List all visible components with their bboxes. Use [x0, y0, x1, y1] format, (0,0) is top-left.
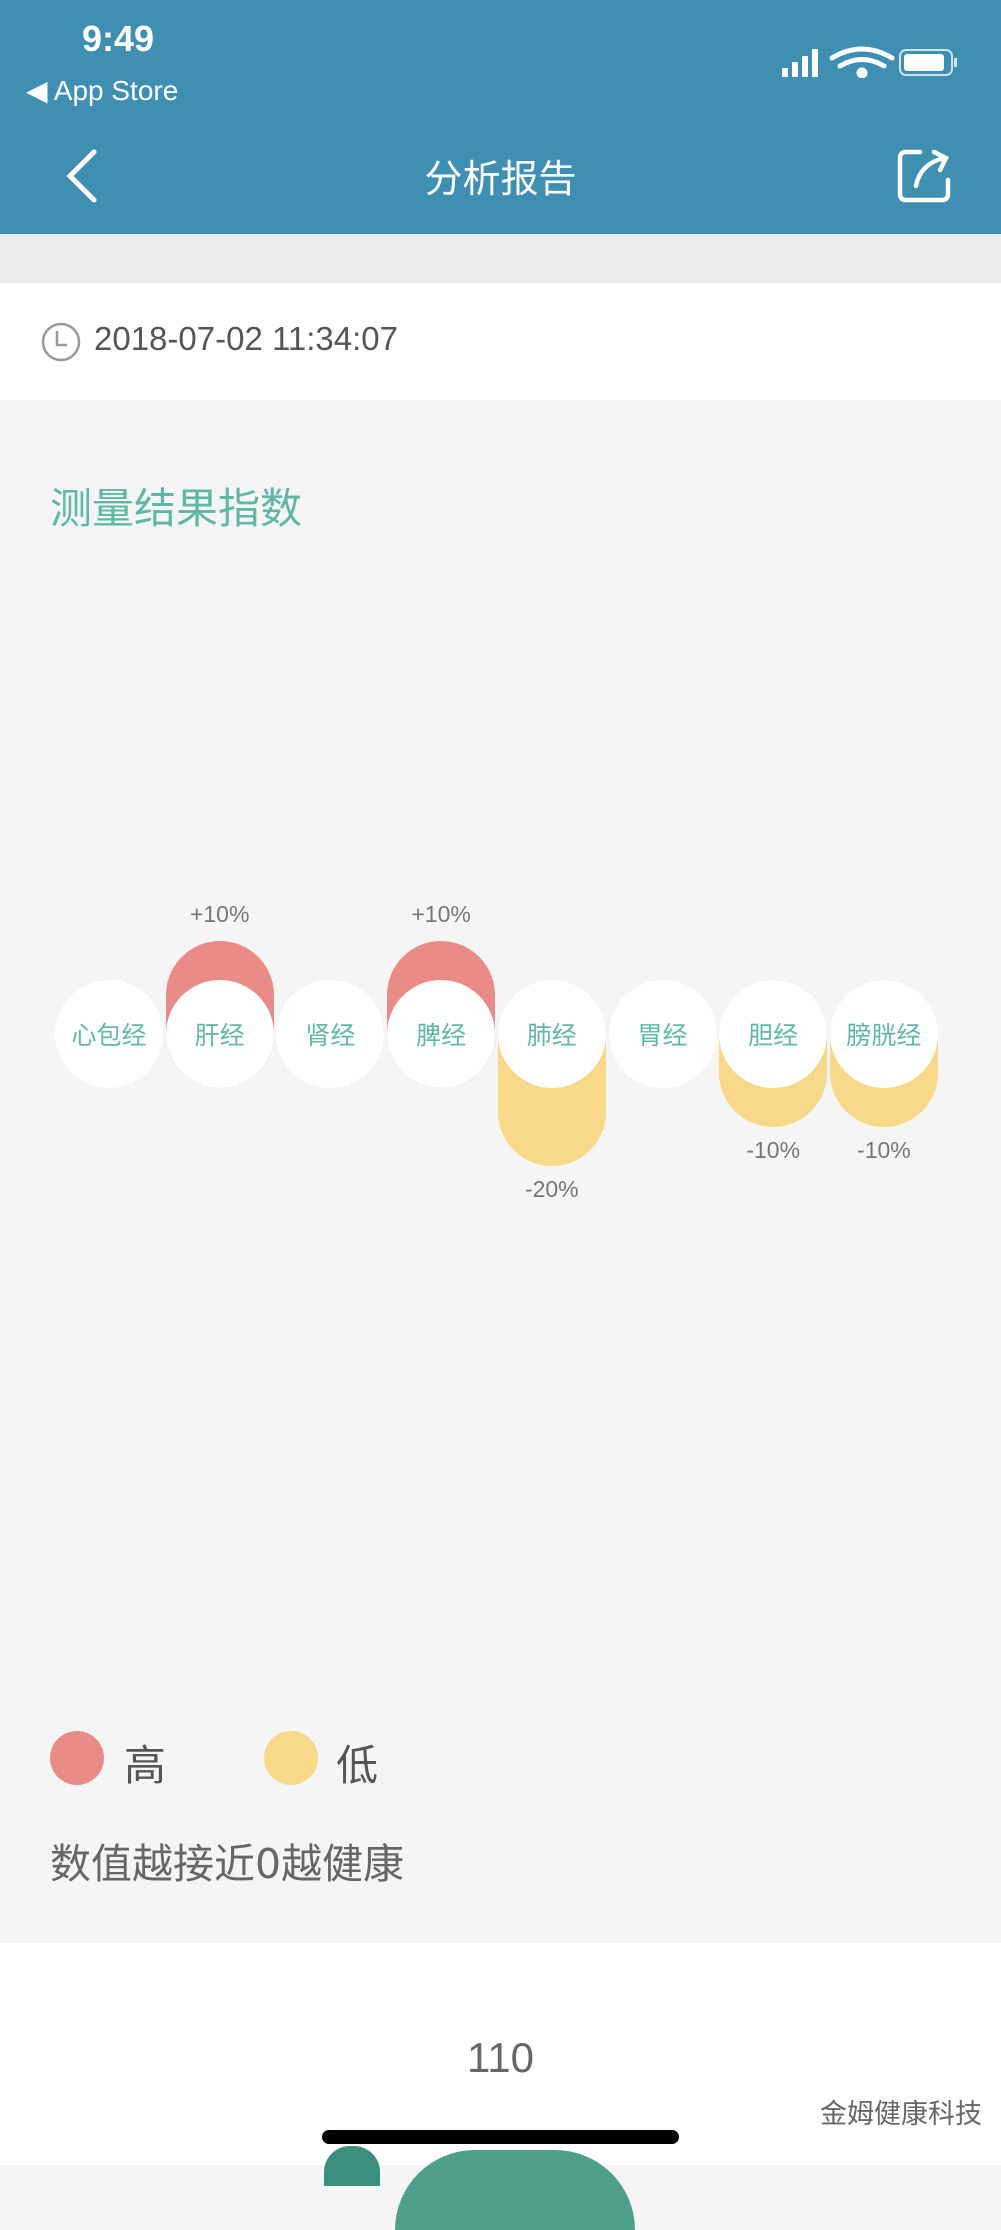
legend-label-low: 低	[336, 1741, 379, 1790]
section-title: 测量结果指数	[50, 484, 303, 533]
meridian-bubble: 肾经	[276, 980, 385, 1088]
back-app-label: App Store	[53, 75, 179, 106]
header-bar: 9:49 ◀ App Store 分析报告	[0, 0, 1001, 234]
date-row	[0, 283, 1001, 400]
legend-dot-low	[264, 1731, 318, 1785]
meridian-bubble: 肺经	[497, 980, 606, 1088]
battery-icon	[899, 49, 957, 76]
divider-band	[0, 234, 1001, 283]
home-indicator[interactable]	[322, 2130, 679, 2144]
share-icon[interactable]	[894, 146, 956, 206]
meridian-bubble: 胃经	[608, 980, 717, 1088]
status-time: 9:49	[82, 18, 155, 59]
back-to-app-store[interactable]: ◀ App Store	[26, 75, 179, 106]
meridian-bubble: 胆经	[719, 980, 828, 1088]
legend-dot-high	[50, 1731, 104, 1785]
data-label: +10%	[411, 901, 471, 927]
mascot-image	[324, 2146, 380, 2186]
status-icons	[782, 46, 957, 78]
data-label: -10%	[746, 1137, 801, 1163]
report-datetime: 2018-07-02 11:34:07	[94, 320, 398, 357]
chevron-left-icon[interactable]	[62, 148, 102, 204]
meridian-bubble: 心包经	[55, 980, 163, 1088]
data-label: +10%	[189, 901, 250, 927]
meridian-bubble: 脾经	[387, 980, 496, 1088]
data-label: -20%	[524, 1176, 579, 1202]
next-section	[0, 1943, 1001, 2165]
clock-icon	[41, 322, 81, 362]
meridian-bubble: 膀胱经	[829, 980, 938, 1088]
legend-label-high: 高	[124, 1741, 167, 1790]
meridian-bubble: 肝经	[165, 980, 274, 1088]
wifi-icon	[829, 46, 895, 78]
watermark: 金姆健康科技	[820, 2099, 982, 2130]
gauge-value: 110	[467, 2034, 534, 2081]
page-title: 分析报告	[424, 157, 577, 201]
health-note: 数值越接近0越健康	[50, 1840, 405, 1888]
data-label: -10%	[857, 1137, 911, 1163]
signal-icon	[782, 49, 818, 77]
